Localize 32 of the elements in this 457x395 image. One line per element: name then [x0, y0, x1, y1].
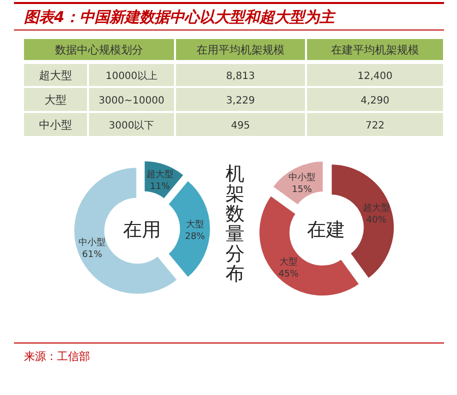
text: 大型 — [44, 94, 66, 106]
text: 在建 — [307, 219, 345, 241]
data-label: 11% — [150, 182, 170, 192]
text: 3000以下 — [108, 120, 154, 132]
data-label: 61% — [82, 250, 103, 260]
data-label: 15% — [292, 184, 312, 195]
text: 4,290 — [360, 96, 390, 106]
slice-label: 超大型 — [146, 169, 174, 180]
slice-label: 大型 — [186, 219, 204, 230]
data-label: 40% — [366, 216, 387, 226]
text: 3,229 — [226, 96, 255, 106]
slice-label: 大型 — [280, 256, 298, 268]
text: 数据中心规模划分 — [55, 44, 143, 56]
text: 中小型 — [39, 118, 72, 132]
text: 在用 — [123, 219, 161, 241]
text: 图表4：中国新建数据中心以大型和超大型为主 — [24, 8, 336, 26]
text: 超大型 — [39, 69, 72, 82]
text: 在用平均机架规模 — [196, 44, 284, 56]
text: 722 — [365, 120, 385, 132]
data-label: 28% — [184, 232, 206, 242]
slice-label: 超大型 — [362, 202, 390, 214]
text: 8,813 — [226, 71, 255, 82]
text: 在建平均机架规模 — [331, 44, 419, 56]
text: 12,400 — [358, 71, 392, 82]
data-label: 45% — [278, 269, 299, 280]
text: 3000~10000 — [98, 96, 164, 106]
text: 495 — [230, 120, 250, 132]
slice-label: 中小型 — [288, 172, 316, 183]
text: 机架数量分布 — [226, 163, 244, 285]
text: 10000以上 — [106, 70, 158, 82]
slice-label: 中小型 — [78, 236, 106, 248]
source-note: 来源：工信部 — [24, 350, 90, 363]
